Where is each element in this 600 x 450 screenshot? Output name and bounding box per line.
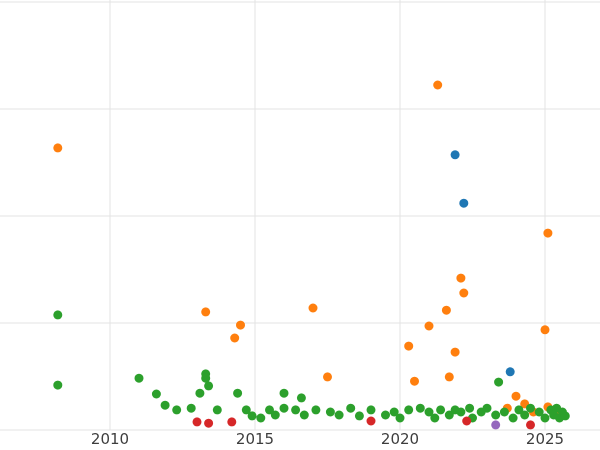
- points-group: [53, 80, 570, 430]
- data-point-orange-series: [230, 333, 240, 343]
- data-point-blue-series: [505, 367, 515, 377]
- data-point-green-series: [160, 400, 170, 410]
- data-point-green-series: [424, 407, 434, 417]
- data-point-green-series: [540, 413, 550, 423]
- data-point-green-series: [204, 381, 214, 391]
- data-point-red-series: [526, 420, 535, 430]
- data-point-green-series: [514, 405, 524, 415]
- data-point-green-series: [233, 388, 243, 398]
- data-point-orange-series: [444, 372, 454, 382]
- data-point-orange-series: [323, 372, 332, 382]
- data-point-green-series: [195, 388, 205, 398]
- data-point-green-series: [395, 413, 405, 423]
- data-point-green-series: [444, 410, 454, 420]
- data-point-green-series: [151, 389, 161, 399]
- data-point-green-series: [430, 413, 440, 423]
- data-point-green-series: [560, 411, 570, 421]
- data-point-green-series: [465, 403, 475, 413]
- data-point-red-series: [204, 418, 214, 428]
- x-tick-label: 2025: [526, 430, 564, 448]
- data-point-green-series: [172, 405, 182, 415]
- data-point-green-series: [53, 310, 63, 320]
- data-point-red-series: [227, 417, 237, 427]
- data-point-green-series: [241, 405, 251, 415]
- data-point-orange-series: [410, 376, 419, 386]
- data-point-orange-series: [201, 307, 211, 317]
- data-point-orange-series: [450, 347, 460, 357]
- data-point-green-series: [256, 413, 266, 423]
- data-point-green-series: [346, 403, 356, 413]
- data-point-green-series: [212, 405, 222, 415]
- data-point-green-series: [186, 403, 196, 413]
- data-point-green-series: [526, 403, 535, 413]
- data-point-red-series: [366, 416, 376, 426]
- data-point-green-series: [201, 373, 211, 383]
- data-point-green-series: [404, 405, 414, 415]
- data-point-green-series: [482, 403, 492, 413]
- data-point-green-series: [436, 405, 446, 415]
- x-axis-tick-labels: 2010 2015 2020 2025: [91, 430, 564, 448]
- data-point-orange-series: [441, 305, 451, 315]
- data-point-red-series: [192, 417, 202, 427]
- data-point-green-series: [508, 413, 518, 423]
- data-point-red-series: [462, 416, 472, 426]
- data-point-blue-series: [450, 150, 460, 160]
- data-point-green-series: [299, 410, 309, 420]
- data-point-green-series: [265, 405, 274, 415]
- x-tick-label: 2015: [236, 430, 274, 448]
- data-point-orange-series: [456, 273, 466, 283]
- data-point-green-series: [499, 407, 509, 417]
- data-point-green-series: [491, 410, 501, 420]
- data-point-orange-series: [543, 228, 553, 238]
- data-point-green-series: [311, 405, 321, 415]
- data-point-orange-series: [404, 341, 414, 351]
- gridlines-group: [0, 0, 600, 431]
- data-point-green-series: [494, 377, 504, 387]
- data-point-green-series: [456, 407, 466, 417]
- data-point-green-series: [325, 407, 335, 417]
- x-tick-label: 2010: [91, 430, 129, 448]
- data-point-orange-series: [53, 143, 63, 153]
- data-point-green-series: [296, 393, 306, 403]
- data-point-orange-series: [424, 321, 434, 331]
- data-point-orange-series: [511, 391, 521, 401]
- data-point-blue-series: [459, 198, 469, 208]
- data-point-green-series: [389, 407, 399, 417]
- data-point-green-series: [381, 410, 390, 420]
- data-point-green-series: [270, 410, 280, 420]
- data-point-green-series: [134, 373, 144, 383]
- data-point-purple-series: [491, 420, 501, 430]
- x-tick-label: 2020: [381, 430, 419, 448]
- data-point-green-series: [247, 411, 257, 421]
- data-point-orange-series: [540, 325, 550, 335]
- data-point-orange-series: [433, 80, 443, 90]
- data-point-green-series: [366, 405, 376, 415]
- data-point-green-series: [534, 407, 544, 417]
- data-point-orange-series: [459, 288, 469, 298]
- data-point-orange-series: [308, 303, 318, 313]
- data-point-green-series: [291, 405, 301, 415]
- data-point-green-series: [334, 410, 344, 420]
- data-point-green-series: [279, 388, 289, 398]
- data-point-green-series: [415, 403, 425, 413]
- data-point-orange-series: [236, 320, 245, 330]
- data-point-green-series: [53, 380, 63, 390]
- data-point-green-series: [520, 410, 530, 420]
- data-point-green-series: [354, 411, 364, 421]
- data-point-green-series: [279, 403, 289, 413]
